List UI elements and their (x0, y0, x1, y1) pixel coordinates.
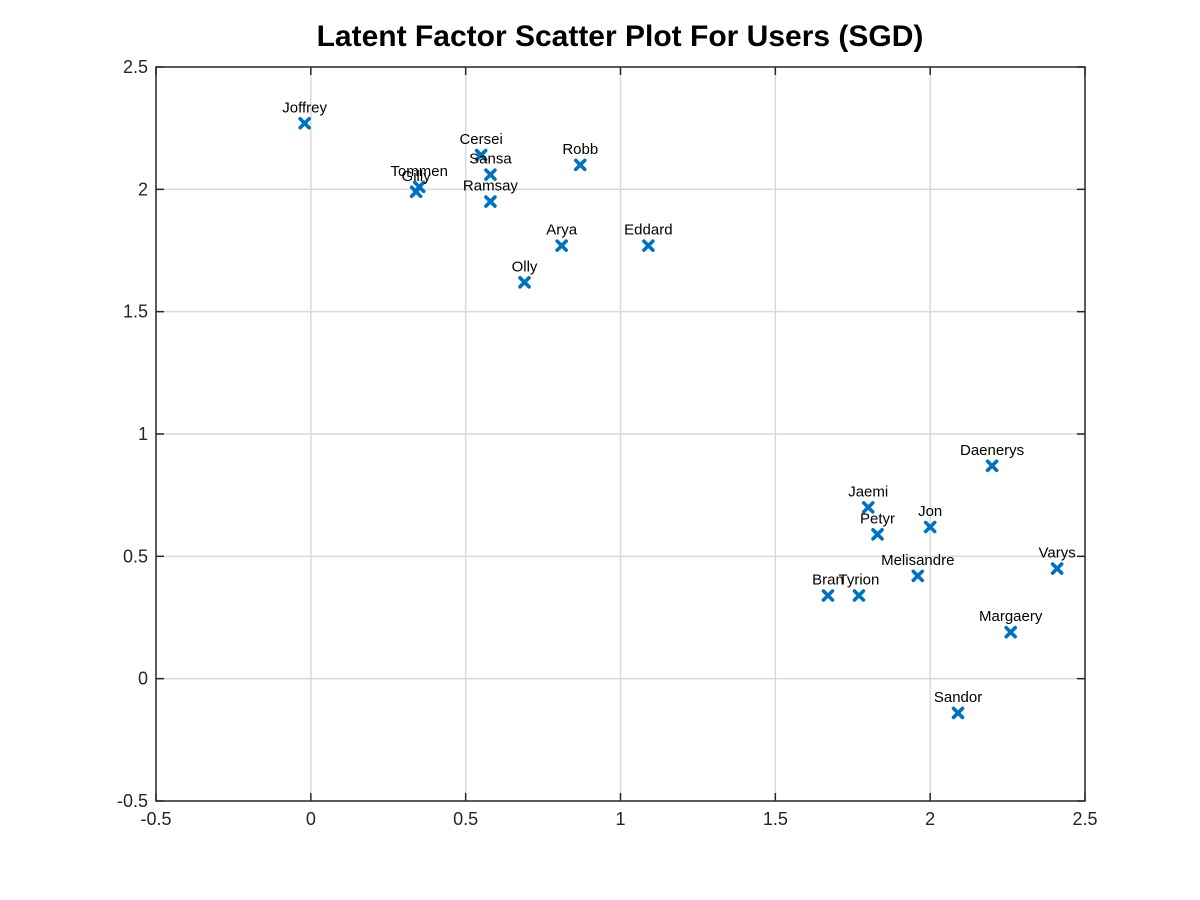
x-tick-label: 1.5 (763, 809, 788, 829)
point-label: Petyr (860, 510, 895, 527)
point-marker-stroke (409, 185, 423, 199)
point-label: Eddard (624, 222, 672, 239)
point-label: Robb (562, 141, 598, 158)
point-label: Joffrey (282, 99, 327, 116)
grid-layer (156, 67, 1085, 801)
point-label: Tommen (390, 163, 448, 180)
data-point: Robb (562, 141, 598, 172)
point-label: Ramsay (463, 178, 519, 195)
y-tick-label: 1.5 (123, 302, 148, 322)
data-point: Jaemi (848, 483, 888, 514)
point-label: Jaemi (848, 483, 888, 500)
point-marker-stroke (821, 589, 835, 602)
point-label: Sandor (934, 689, 982, 706)
data-point: Petyr (860, 510, 895, 541)
point-marker-stroke (474, 148, 488, 162)
x-tick-label: 2 (925, 809, 935, 829)
point-marker-stroke (484, 168, 497, 181)
data-point: Varys (1039, 545, 1076, 575)
point-marker-stroke (642, 239, 655, 252)
point-marker-stroke (573, 158, 587, 172)
data-point: Cersei (459, 131, 503, 162)
point-marker-stroke (298, 116, 311, 130)
chart-title: Latent Factor Scatter Plot For Users (SG… (316, 20, 924, 53)
y-tick-label: 0.5 (123, 546, 148, 566)
data-point: Arya (546, 222, 578, 252)
point-marker-stroke (852, 589, 866, 602)
x-tick-label: -0.5 (140, 809, 171, 829)
point-label: Olly (512, 258, 538, 275)
data-point: Olly (512, 258, 538, 289)
point-marker-stroke (951, 706, 965, 720)
point-label: Bran (812, 571, 844, 588)
y-tick-label: 1 (138, 424, 148, 444)
data-point: Sandor (934, 689, 982, 720)
data-point: Margaery (979, 608, 1043, 639)
data-point: Tyrion (839, 571, 880, 602)
point-label: Margaery (979, 608, 1043, 625)
x-tick-label: 1 (615, 809, 625, 829)
point-label: Cersei (459, 131, 502, 148)
point-label: Varys (1039, 545, 1076, 562)
point-label: Melisandre (881, 552, 954, 569)
point-marker-stroke (923, 520, 937, 534)
point-marker-stroke (911, 569, 925, 583)
point-label: Gilly (402, 168, 432, 185)
point-marker-stroke (518, 276, 531, 289)
point-label: Jon (918, 503, 942, 520)
tick-layer: -0.5 0 0.5 1 1.5 2 2.5 -0.5 0 0.5 1 1.5 2 2.5 (117, 57, 1098, 829)
data-point: Gilly (402, 168, 432, 199)
point-label: Tyrion (839, 571, 880, 588)
y-tick-label: 2 (138, 179, 148, 199)
point-marker-stroke (985, 459, 999, 473)
point-label: Sansa (469, 151, 512, 168)
data-point: Joffrey (282, 99, 328, 130)
point-marker-stroke (555, 239, 568, 252)
y-tick-label: -0.5 (117, 791, 148, 811)
point-marker-stroke (1004, 625, 1017, 639)
x-tick-label: 0.5 (453, 809, 478, 829)
point-label: Arya (546, 222, 578, 239)
data-point: Sansa (469, 151, 512, 181)
point-marker-stroke (871, 528, 884, 541)
data-point: Bran (812, 571, 844, 602)
data-point: Jon (918, 503, 942, 534)
x-tick-label: 2.5 (1072, 809, 1097, 829)
y-tick-label: 2.5 (123, 57, 148, 77)
point-marker-stroke (1050, 562, 1064, 575)
data-point: Ramsay (463, 178, 519, 208)
x-tick-label: 0 (306, 809, 316, 829)
y-tick-label: 0 (138, 669, 148, 689)
point-marker-stroke (861, 501, 875, 514)
data-point: Eddard (624, 222, 673, 252)
point-label: Daenerys (960, 442, 1024, 459)
data-point: Melisandre (881, 552, 954, 583)
data-point: Daenerys (960, 442, 1024, 473)
point-marker-stroke (484, 195, 497, 208)
